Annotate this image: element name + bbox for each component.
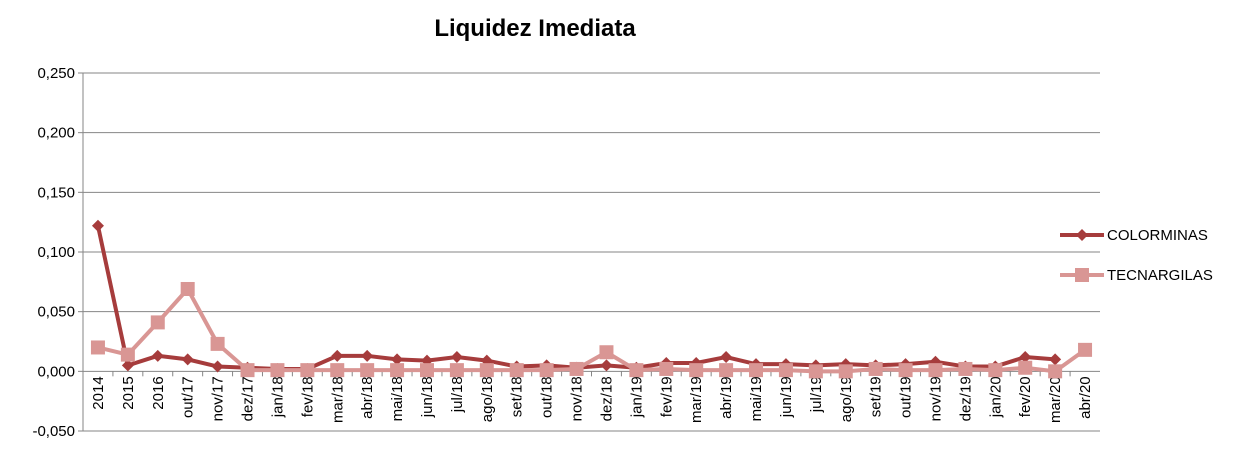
x-tick-label: abr/18 <box>359 376 376 419</box>
data-point <box>600 359 613 372</box>
x-tick-label: abr/19 <box>718 376 735 419</box>
data-point <box>778 363 793 378</box>
data-point <box>240 363 255 378</box>
x-tick-label: jan/19 <box>628 376 645 418</box>
y-tick-label: 0,200 <box>37 125 75 142</box>
x-tick-label: 2014 <box>90 376 107 409</box>
legend-label: COLORMINAS <box>1107 227 1208 244</box>
data-point <box>450 351 463 364</box>
data-point <box>91 219 104 232</box>
x-tick-label: ago/18 <box>479 376 496 422</box>
x-tick-label: out/17 <box>180 376 197 418</box>
data-point <box>361 349 374 362</box>
data-point <box>569 361 584 376</box>
data-point <box>689 363 704 378</box>
x-tick-label: out/18 <box>539 376 556 418</box>
x-tick-label: mai/19 <box>748 376 765 421</box>
data-point <box>210 336 225 351</box>
data-point <box>1078 342 1093 357</box>
data-point <box>360 363 375 378</box>
y-tick-label: 0,150 <box>37 184 75 201</box>
x-tick-label: out/19 <box>898 376 915 418</box>
x-tick-label: jan/20 <box>987 376 1004 418</box>
data-point <box>151 349 164 362</box>
y-tick-label: 0,000 <box>37 363 75 380</box>
x-tick-label: mar/19 <box>688 376 705 423</box>
data-point <box>419 363 434 378</box>
x-tick-label: mai/18 <box>389 376 406 421</box>
x-tick-label: dez/19 <box>957 376 974 421</box>
data-point <box>928 363 943 378</box>
data-point <box>390 363 405 378</box>
data-point <box>898 363 913 378</box>
data-point <box>330 363 345 378</box>
x-tick-label: dez/17 <box>240 376 257 421</box>
legend-marker <box>1075 268 1089 282</box>
data-point <box>121 359 134 372</box>
x-tick-label: 2016 <box>150 376 167 409</box>
x-tick-label: mar/20 <box>1047 376 1064 423</box>
data-point <box>150 315 165 330</box>
x-tick-label: fev/19 <box>658 376 675 417</box>
x-tick-label: jul/19 <box>808 376 825 413</box>
y-tick-label: 0,050 <box>37 304 75 321</box>
data-point <box>1019 351 1032 364</box>
data-point <box>181 353 194 366</box>
data-point <box>599 345 614 360</box>
x-tick-label: jun/19 <box>778 376 795 418</box>
x-tick-label: jul/18 <box>449 376 466 413</box>
x-tick-label: nov/18 <box>569 376 586 421</box>
data-point <box>958 361 973 376</box>
x-tick-label: 2015 <box>120 376 137 409</box>
series-line <box>96 225 1056 371</box>
x-tick-label: set/19 <box>868 376 885 417</box>
x-tick-label: dez/18 <box>598 376 615 421</box>
data-point <box>720 351 733 364</box>
y-tick-label: -0,050 <box>32 423 75 440</box>
x-tick-label: fev/18 <box>299 376 316 417</box>
data-point <box>749 363 764 378</box>
data-point <box>808 364 823 379</box>
legend-marker <box>1076 229 1088 241</box>
data-point <box>988 363 1003 378</box>
data-point <box>120 347 135 362</box>
data-point <box>659 361 674 376</box>
legend-label: TECNARGILAS <box>1107 267 1213 284</box>
x-tick-label: ago/19 <box>838 376 855 422</box>
data-point <box>391 353 404 366</box>
x-tick-label: jan/18 <box>269 376 286 418</box>
x-tick-label: abr/20 <box>1077 376 1094 419</box>
x-tick-label: jun/18 <box>419 376 436 418</box>
data-point <box>331 349 344 362</box>
data-point <box>539 363 554 378</box>
data-point <box>509 363 524 378</box>
data-point <box>1049 353 1062 366</box>
data-point <box>211 360 224 373</box>
data-point <box>90 340 105 355</box>
x-tick-label: nov/17 <box>210 376 227 421</box>
data-point <box>838 364 853 379</box>
data-point <box>629 363 644 378</box>
x-tick-label: set/18 <box>509 376 526 417</box>
data-point <box>449 363 464 378</box>
data-point <box>270 363 285 378</box>
series-line <box>97 285 1087 374</box>
x-tick-label: nov/19 <box>927 376 944 421</box>
data-point <box>1048 364 1063 379</box>
x-tick-label: fev/20 <box>1017 376 1034 417</box>
data-point <box>180 281 195 296</box>
data-point <box>868 361 883 376</box>
chart-title: Liquidez Imediata <box>434 15 636 42</box>
data-point <box>479 363 494 378</box>
x-tick-label: mar/18 <box>329 376 346 423</box>
data-point <box>300 363 315 378</box>
data-point <box>1018 360 1033 375</box>
y-tick-label: 0,250 <box>37 65 75 82</box>
data-point <box>719 363 734 378</box>
y-tick-label: 0,100 <box>37 244 75 261</box>
